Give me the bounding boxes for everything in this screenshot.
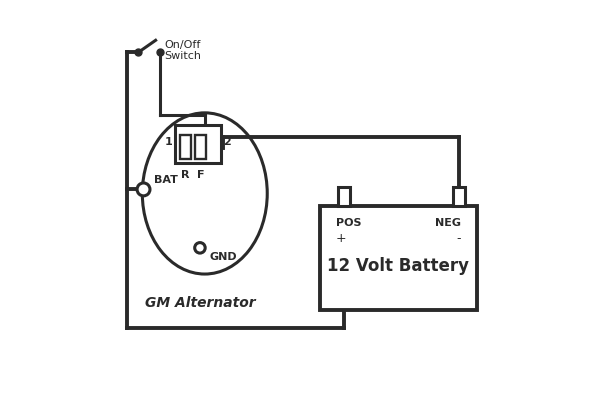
Circle shape bbox=[195, 243, 205, 253]
Text: POS: POS bbox=[336, 218, 361, 228]
Text: 12 Volt Battery: 12 Volt Battery bbox=[327, 257, 469, 275]
Bar bbox=[180, 135, 191, 159]
Text: GM Alternator: GM Alternator bbox=[145, 296, 256, 310]
Text: -: - bbox=[456, 232, 461, 245]
Bar bbox=[195, 135, 206, 159]
Text: NEG: NEG bbox=[435, 218, 461, 228]
Text: R: R bbox=[181, 170, 190, 181]
Text: 1: 1 bbox=[165, 137, 172, 147]
Circle shape bbox=[137, 183, 150, 196]
Text: F: F bbox=[197, 170, 204, 181]
Bar bbox=[174, 125, 221, 163]
Text: BAT: BAT bbox=[154, 175, 178, 185]
Text: GND: GND bbox=[209, 252, 237, 262]
Text: 2: 2 bbox=[223, 137, 231, 147]
Text: +: + bbox=[336, 232, 346, 245]
Bar bbox=[453, 187, 465, 206]
Text: On/Off
Switch: On/Off Switch bbox=[165, 39, 201, 61]
Bar bbox=[338, 187, 350, 206]
Bar bbox=[320, 206, 477, 310]
